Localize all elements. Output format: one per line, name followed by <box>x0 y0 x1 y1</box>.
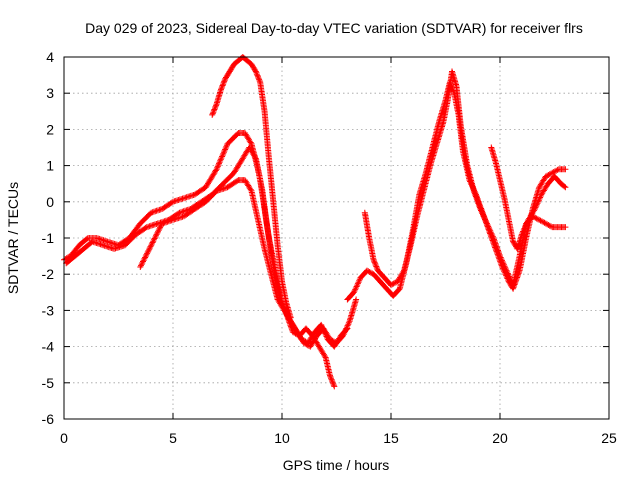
x-axis-tick-labels: 0 5 10 15 20 25 <box>60 430 617 446</box>
chart-title: Day 029 of 2023, Sidereal Day-to-day VTE… <box>85 20 583 36</box>
series-trace-a <box>61 130 338 390</box>
y-tick-label: 0 <box>46 194 54 210</box>
y-axis-tick-labels: -6 -5 -4 -3 -2 -1 0 1 2 3 4 <box>42 49 55 427</box>
y-axis-label: SDTVAR / TECUs <box>5 182 21 294</box>
y-tick-label: -6 <box>42 411 55 427</box>
y-tick-label: -1 <box>42 230 55 246</box>
series-markers <box>488 144 569 252</box>
x-tick-label: 10 <box>274 430 290 446</box>
y-tick-label: 2 <box>46 121 54 137</box>
x-tick-label: 0 <box>60 430 68 446</box>
plot-frame <box>63 56 610 420</box>
y-tick-label: -2 <box>42 266 55 282</box>
y-tick-label: 4 <box>46 49 54 65</box>
x-tick-label: 15 <box>383 430 399 446</box>
y-tick-label: -3 <box>42 302 55 318</box>
series-trace-c <box>137 177 360 350</box>
data-series <box>61 54 569 390</box>
y-tick-label: -5 <box>42 375 55 391</box>
series-trace-d <box>209 54 294 321</box>
series-markers <box>361 68 569 289</box>
y-tick-label: 1 <box>46 158 54 174</box>
series-markers <box>61 130 338 390</box>
x-tick-label: 20 <box>492 430 508 446</box>
y-tick-label: -4 <box>42 339 55 355</box>
series-trace-f <box>361 68 569 289</box>
series-markers <box>63 144 351 350</box>
x-tick-label: 5 <box>169 430 177 446</box>
x-axis-label: GPS time / hours <box>283 457 390 473</box>
x-tick-label: 25 <box>601 430 617 446</box>
series-trace-b <box>63 144 351 350</box>
series-trace-g <box>488 144 569 252</box>
series-markers <box>137 177 360 350</box>
y-tick-label: 3 <box>46 85 54 101</box>
series-markers <box>209 54 294 321</box>
